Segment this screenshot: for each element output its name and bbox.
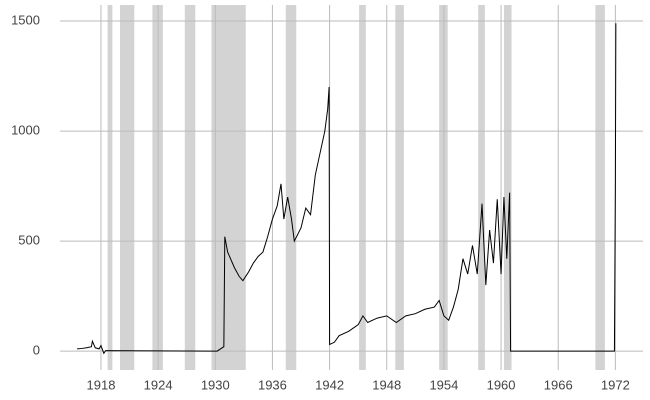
x-tick-label: 1918 (87, 377, 116, 392)
shaded-band (359, 5, 366, 370)
x-tick-label: 1954 (429, 377, 458, 392)
x-tick-label: 1942 (315, 377, 344, 392)
shaded-band (503, 5, 512, 370)
x-tick-label: 1960 (487, 377, 516, 392)
x-tick-label: 1972 (601, 377, 630, 392)
x-tick-label: 1930 (201, 377, 230, 392)
x-tick-label: 1936 (258, 377, 287, 392)
shaded-band (184, 5, 196, 370)
y-tick-label: 0 (33, 343, 40, 358)
x-tick-label: 1924 (144, 377, 173, 392)
y-tick-label: 500 (18, 233, 40, 248)
shaded-band (211, 5, 246, 370)
shaded-band (478, 5, 485, 370)
x-tick-label: 1948 (372, 377, 401, 392)
y-tick-label: 1000 (11, 123, 40, 138)
shaded-band (395, 5, 404, 370)
shaded-band (107, 5, 113, 370)
shaded-band (120, 5, 135, 370)
shaded-band (285, 5, 297, 370)
x-tick-label: 1966 (544, 377, 573, 392)
data-line (77, 23, 617, 355)
shaded-band (595, 5, 605, 370)
y-tick-label: 1500 (11, 12, 40, 27)
